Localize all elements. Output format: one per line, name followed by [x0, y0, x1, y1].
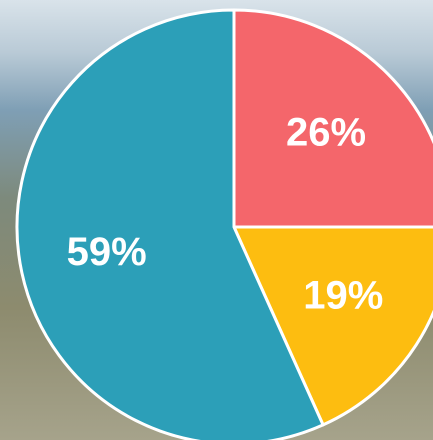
pie-slice: [232, 225, 433, 427]
data-label: 19%: [303, 273, 383, 317]
data-label: 59%: [67, 230, 147, 274]
pie-slice: [15, 8, 325, 440]
data-label: 26%: [286, 110, 366, 154]
pie: 26% 19% 59%: [15, 8, 433, 440]
pie-slice: [232, 8, 433, 229]
